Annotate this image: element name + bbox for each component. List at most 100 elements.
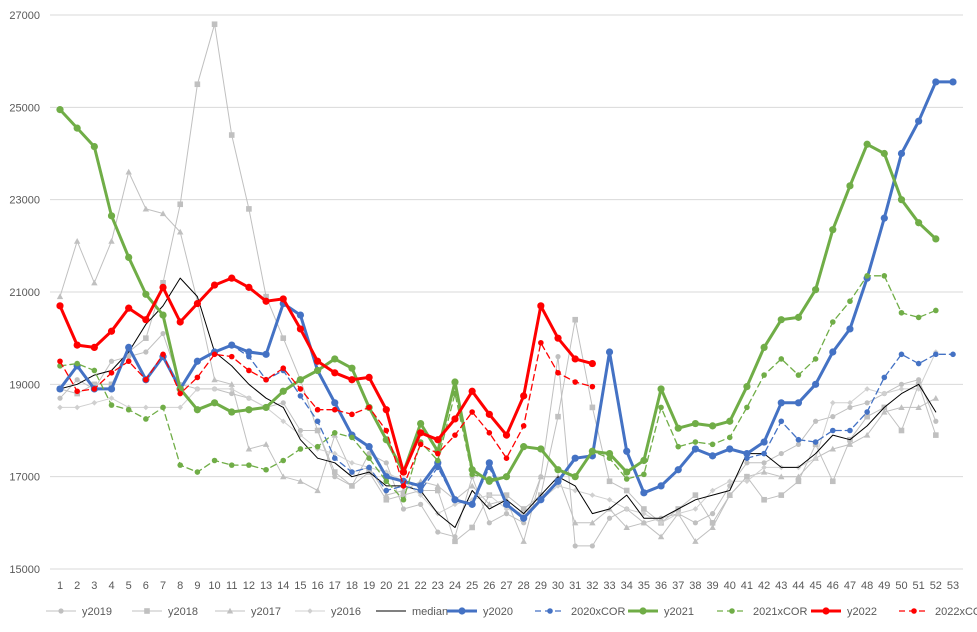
data-point-y2017 — [760, 468, 768, 475]
data-point-2022xCOR — [143, 376, 149, 383]
x-tick-label: 16 — [311, 580, 323, 592]
legend-marker — [58, 608, 64, 614]
data-point-y2019 — [761, 460, 767, 466]
data-point-2022xCOR — [417, 441, 424, 448]
data-point-2020xCOR — [915, 360, 922, 367]
data-point-2020xCOR — [744, 455, 750, 462]
data-point-2020xCOR — [194, 358, 201, 365]
x-tick-label: 35 — [638, 580, 650, 592]
legend-label: 2021xCOR — [753, 606, 807, 618]
x-tick-label: 30 — [552, 580, 564, 592]
data-point-y2021 — [897, 196, 906, 204]
data-point-y2020 — [605, 348, 614, 356]
data-point-2022xCOR — [177, 390, 184, 397]
data-point-y2019 — [366, 450, 372, 457]
data-point-2022xCOR — [125, 358, 132, 365]
data-point-y2018 — [143, 335, 149, 341]
data-point-2021xCOR — [246, 462, 252, 468]
data-point-y2019 — [555, 354, 561, 360]
data-point-y2017 — [537, 473, 545, 480]
data-point-y2017 — [262, 441, 270, 447]
x-tick-label: 28 — [518, 580, 530, 592]
data-point-y2020 — [640, 489, 648, 497]
x-tick-label: 39 — [706, 580, 718, 592]
data-point-y2019 — [916, 377, 922, 383]
data-point-2022xCOR — [108, 369, 115, 376]
series-line-y2022 — [58, 276, 594, 474]
data-point-2022xCOR — [297, 386, 304, 392]
x-tick-label: 46 — [827, 580, 839, 592]
data-point-y2018 — [383, 496, 390, 503]
data-point-2022xCOR — [211, 351, 218, 358]
data-point-y2022 — [382, 406, 390, 414]
data-point-y2020 — [657, 482, 665, 490]
data-point-2021xCOR — [933, 307, 939, 314]
data-point-2021xCOR — [915, 314, 922, 321]
data-point-y2021 — [451, 378, 459, 386]
legend-item-2021xCOR: 2021xCOR — [717, 606, 807, 618]
data-point-y2020 — [331, 399, 339, 407]
data-point-y2017 — [692, 538, 699, 544]
data-point-y2017 — [915, 404, 922, 410]
data-point-2022xCOR — [555, 369, 561, 376]
x-tick-label: 1 — [57, 580, 63, 592]
data-point-2021xCOR — [555, 466, 561, 473]
data-point-y2017 — [383, 491, 390, 498]
data-point-2022xCOR — [520, 423, 527, 429]
data-point-y2016 — [898, 386, 905, 392]
legend-marker — [729, 608, 735, 614]
series-2022xCOR — [57, 339, 596, 489]
series-line-y2018 — [59, 23, 937, 542]
data-point-2021xCOR — [349, 434, 355, 441]
data-point-y2021 — [605, 449, 614, 458]
x-tick-label: 36 — [655, 580, 667, 592]
data-point-y2017 — [778, 473, 785, 480]
data-point-y2018 — [91, 381, 98, 388]
x-tick-label: 33 — [603, 580, 615, 592]
data-point-y2017 — [640, 519, 648, 526]
data-point-y2020 — [674, 466, 682, 474]
data-point-y2020 — [760, 438, 768, 446]
data-point-y2022 — [348, 376, 356, 384]
legend-item-y2022: y2022 — [811, 606, 877, 618]
data-point-y2016 — [829, 400, 836, 406]
data-point-2022xCOR — [263, 376, 269, 383]
data-point-y2022 — [434, 436, 442, 444]
data-point-y2016 — [228, 386, 235, 392]
data-point-2020xCOR — [933, 351, 939, 358]
data-point-y2021 — [674, 424, 682, 432]
data-point-y2019 — [297, 427, 304, 434]
data-point-2020xCOR — [572, 455, 578, 462]
data-point-y2017 — [726, 491, 733, 498]
data-point-2021xCOR — [177, 462, 184, 468]
legend-label: y2020 — [483, 606, 513, 618]
x-tick-label: 45 — [809, 580, 821, 592]
data-point-y2017 — [520, 538, 527, 544]
data-point-2021xCOR — [829, 319, 836, 325]
data-point-y2022 — [73, 341, 81, 349]
data-point-y2021 — [142, 290, 150, 298]
data-point-2021xCOR — [881, 273, 888, 279]
data-point-y2016 — [211, 386, 218, 392]
data-point-y2018 — [864, 413, 870, 420]
data-point-y2017 — [211, 376, 218, 383]
data-point-y2019 — [795, 441, 802, 447]
x-tick-label: 10 — [208, 580, 220, 592]
data-point-y2018 — [435, 487, 441, 494]
data-point-y2022 — [399, 468, 408, 476]
data-point-y2016 — [572, 487, 578, 494]
data-point-y2022 — [451, 415, 459, 423]
data-point-y2017 — [434, 482, 442, 489]
data-point-y2018 — [263, 293, 269, 300]
x-tick-label: 15 — [294, 580, 306, 592]
data-point-y2019 — [486, 520, 492, 526]
legend-item-y2020: y2020 — [447, 606, 513, 618]
series-median — [59, 277, 937, 528]
data-point-2021xCOR — [74, 360, 80, 367]
data-point-y2019 — [400, 506, 407, 512]
data-point-y2016 — [349, 460, 355, 466]
data-point-y2018 — [331, 469, 338, 475]
data-point-y2016 — [503, 506, 510, 512]
data-point-y2018 — [452, 538, 458, 545]
data-point-y2017 — [314, 487, 321, 494]
